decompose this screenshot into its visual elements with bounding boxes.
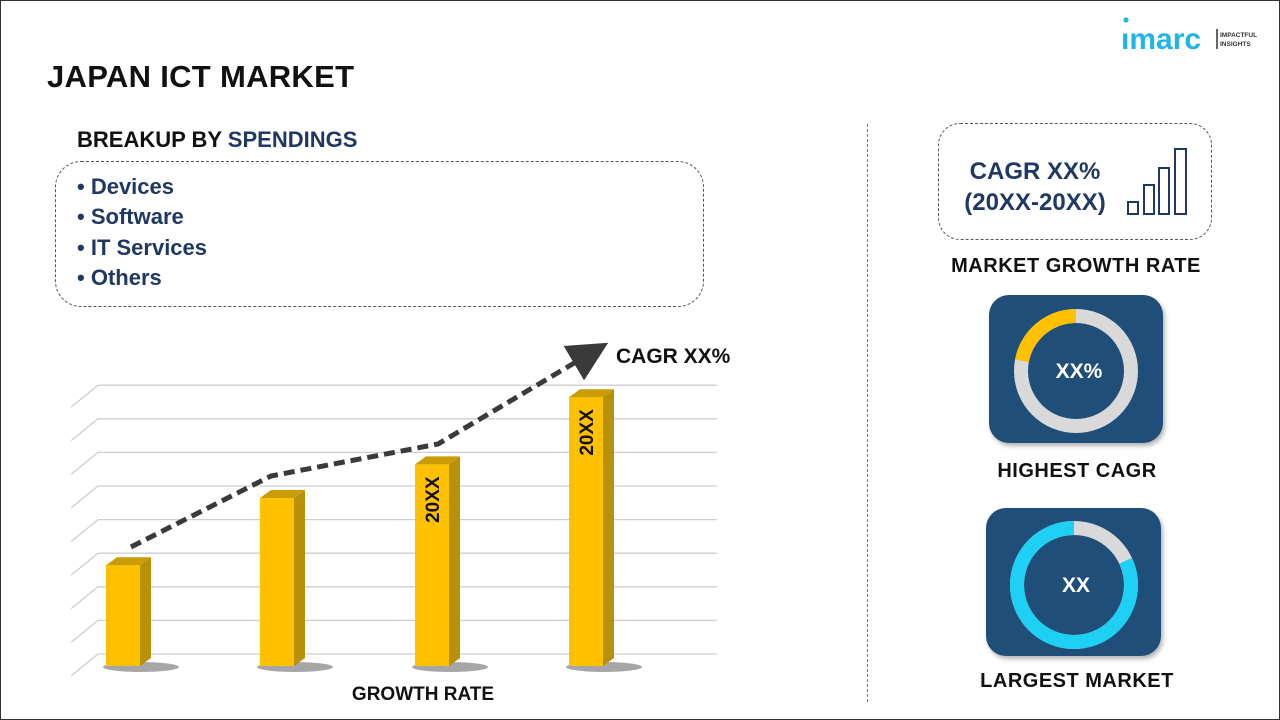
segment-item: • Others bbox=[77, 265, 162, 290]
gridline-perspective bbox=[70, 418, 99, 442]
bar-top bbox=[106, 557, 151, 566]
largest-market-value: XX bbox=[1062, 574, 1090, 597]
bar-chart-icon bbox=[1127, 148, 1187, 215]
segment-item: • Software bbox=[77, 204, 184, 229]
donut-chart: XX bbox=[1010, 521, 1138, 649]
bar bbox=[257, 490, 333, 672]
bar-front bbox=[569, 397, 603, 666]
imarc-logo: ımarc IMPACTFUL INSIGHTS bbox=[1121, 17, 1261, 58]
largest-market-card: XX bbox=[986, 508, 1161, 656]
svg-text:ımarc: ımarc bbox=[1121, 23, 1201, 53]
bar-side bbox=[449, 456, 460, 666]
svg-text:INSIGHTS: INSIGHTS bbox=[1220, 41, 1251, 48]
gridline-perspective bbox=[70, 552, 99, 576]
breakup-prefix: BREAKUP BY bbox=[77, 127, 222, 152]
bar-front bbox=[415, 464, 449, 666]
gridline-perspective bbox=[70, 485, 99, 509]
highest-cagr-card: XX% bbox=[989, 295, 1163, 443]
donut-chart: XX% bbox=[1014, 309, 1138, 433]
bar: 20XX bbox=[412, 456, 488, 672]
gridline-perspective bbox=[70, 384, 99, 408]
cagr-period: (20XX-20XX) bbox=[964, 189, 1106, 216]
breakup-highlight: SPENDINGS bbox=[227, 127, 358, 152]
bar-side bbox=[294, 490, 305, 666]
bar bbox=[103, 557, 179, 672]
market-growth-box bbox=[938, 123, 1212, 240]
section-divider bbox=[867, 124, 868, 702]
cagr-annotation: CAGR XX% bbox=[616, 345, 731, 368]
svg-text:IMPACTFUL: IMPACTFUL bbox=[1220, 32, 1257, 39]
gridline-perspective bbox=[70, 451, 99, 475]
cagr-value: CAGR XX% (20XX-20XX) bbox=[941, 156, 1129, 218]
bar-label: 20XX bbox=[423, 476, 444, 523]
trend-arrow bbox=[129, 342, 609, 550]
largest-market-caption: LARGEST MARKET bbox=[980, 670, 1174, 692]
bar-label: 20XX bbox=[577, 409, 598, 456]
bar-front bbox=[106, 565, 140, 666]
segment-item: • IT Services bbox=[77, 235, 208, 260]
segment-item: • Devices bbox=[77, 174, 175, 199]
page-title: JAPAN ICT MARKET bbox=[47, 59, 355, 94]
highest-cagr-caption: HIGHEST CAGR bbox=[997, 460, 1157, 482]
donut-fill bbox=[1014, 309, 1138, 433]
x-axis-label: GROWTH RATE bbox=[352, 684, 494, 705]
cagr-text: CAGR XX% bbox=[969, 158, 1101, 185]
bar-side bbox=[603, 389, 614, 666]
bar-top bbox=[415, 456, 460, 465]
bar-side bbox=[140, 557, 151, 666]
bar-top bbox=[569, 389, 614, 398]
gridline-perspective bbox=[70, 653, 99, 677]
bar-front bbox=[260, 498, 294, 666]
growth-bar-chart: 20XX 20XX CAGR XX% GROWTH RATE bbox=[70, 342, 731, 705]
donut-fill bbox=[1010, 521, 1138, 649]
gridline-perspective bbox=[70, 586, 99, 610]
breakup-heading: BREAKUP BY SPENDINGS bbox=[77, 127, 357, 153]
market-growth-caption: MARKET GROWTH RATE bbox=[951, 255, 1201, 277]
gridline-perspective bbox=[70, 519, 99, 543]
segments-box bbox=[55, 161, 704, 307]
gridline-perspective bbox=[70, 619, 99, 643]
bar-top bbox=[260, 490, 305, 498]
bar: 20XX bbox=[566, 389, 642, 672]
highest-cagr-value: XX% bbox=[1056, 360, 1103, 383]
